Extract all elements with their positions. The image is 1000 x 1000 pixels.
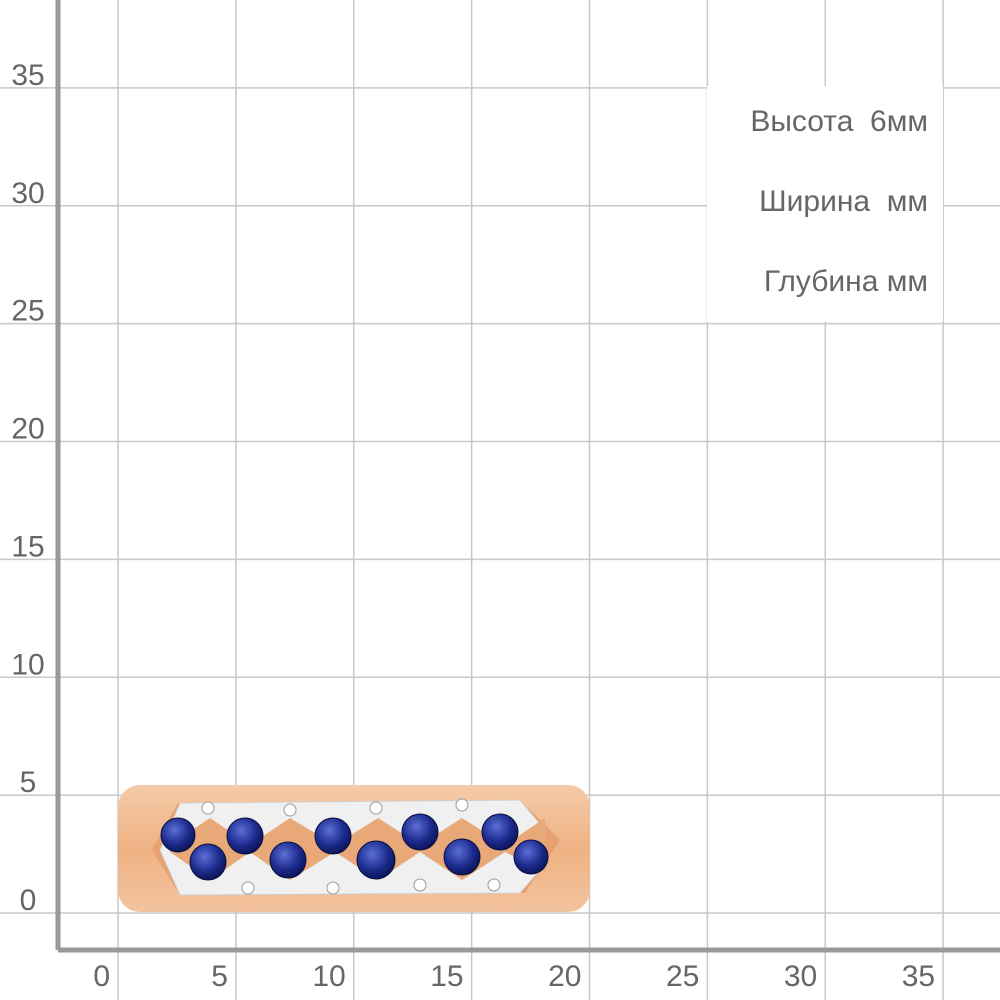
dimension-panel — [707, 86, 943, 322]
x-tick-label: 5 — [211, 960, 228, 993]
dimension-label: Высота 6мм — [750, 105, 928, 138]
x-tick-label: 30 — [784, 960, 817, 993]
x-tick-label: 15 — [430, 960, 463, 993]
y-tick-label: 15 — [11, 530, 44, 563]
x-tick-label: 35 — [902, 960, 935, 993]
dimension-label: Глубина мм — [764, 265, 928, 298]
x-tick-label: 20 — [548, 960, 581, 993]
y-tick-label: 0 — [20, 884, 37, 917]
x-tick-label: 0 — [93, 960, 110, 993]
dimension-label: Ширина мм — [759, 185, 928, 218]
y-tick-label: 30 — [11, 177, 44, 210]
y-tick-label: 25 — [11, 295, 44, 328]
x-tick-label: 25 — [666, 960, 699, 993]
x-tick-label: 10 — [312, 960, 345, 993]
ring-image — [118, 785, 590, 912]
y-tick-label: 5 — [20, 766, 37, 799]
y-tick-label: 35 — [11, 59, 44, 92]
y-tick-label: 20 — [11, 413, 44, 446]
y-tick-label: 10 — [11, 648, 44, 681]
